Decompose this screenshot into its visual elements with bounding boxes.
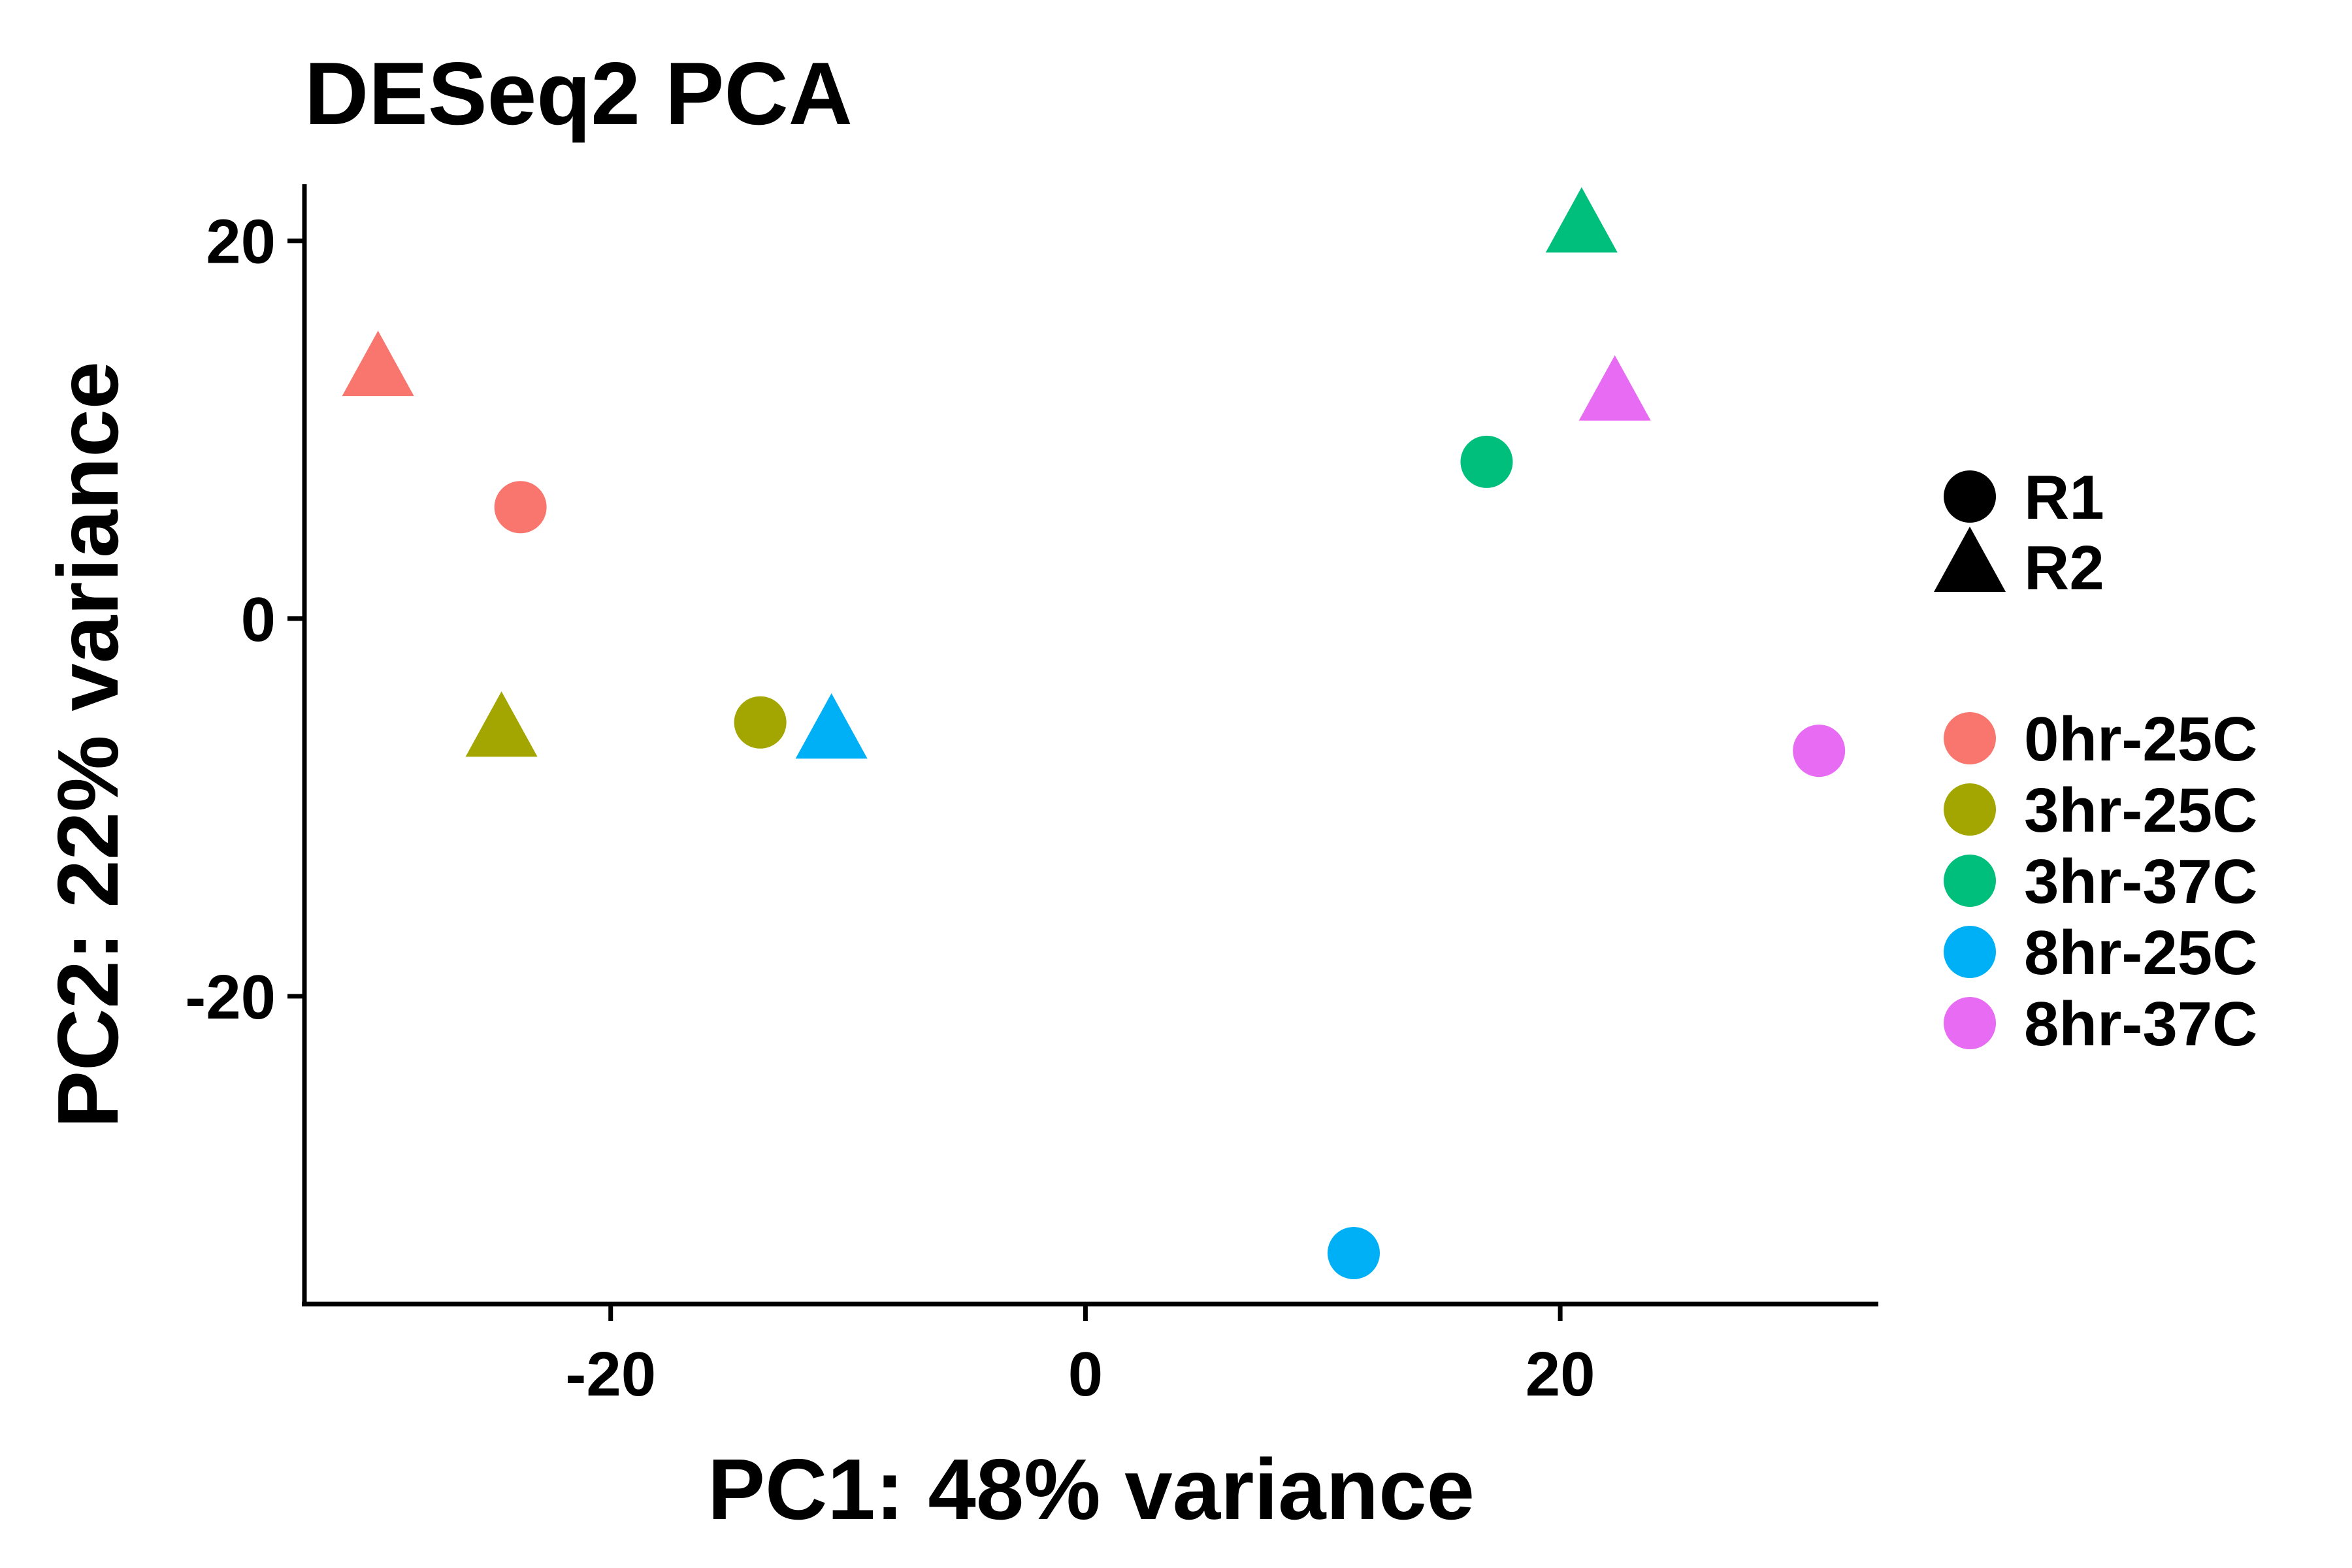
x-axis-title: PC1: 48% variance [708, 1441, 1475, 1537]
data-point-3hr-37C-R2 [1545, 187, 1618, 253]
color-legend-label: 8hr-37C [2024, 989, 2257, 1059]
shape-legend-key-R1 [1944, 470, 1996, 523]
data-point-8hr-37C-R1 [1793, 725, 1846, 777]
data-point-0hr-25C-R1 [494, 481, 547, 534]
data-point-8hr-25C-R2 [795, 693, 868, 759]
color-legend-key-3hr-25C [1944, 783, 1996, 836]
y-axis-title: PC2: 22% variance [40, 361, 136, 1128]
color-legend-key-8hr-25C [1944, 926, 1996, 978]
data-point-8hr-37C-R2 [1578, 355, 1651, 421]
color-legend-label: 3hr-25C [2024, 776, 2257, 845]
x-tick-label: 0 [1068, 1339, 1103, 1409]
shape-legend-label: R1 [2024, 463, 2104, 532]
data-point-3hr-37C-R1 [1460, 435, 1513, 488]
x-tick-label: -20 [565, 1339, 656, 1409]
data-points [342, 187, 1846, 1279]
color-legend-key-3hr-37C [1944, 855, 1996, 907]
chart-title: DESeq2 PCA [304, 44, 853, 143]
x-axis-ticks: -20 0 20 [565, 1304, 1595, 1409]
y-axis-ticks: 20 0 -20 [185, 207, 304, 1032]
y-tick-label: -20 [185, 962, 276, 1032]
data-point-8hr-25C-R1 [1328, 1226, 1380, 1279]
shape-legend-key-R2 [1934, 527, 2006, 592]
color-legend-key-0hr-25C [1944, 712, 1996, 764]
data-point-0hr-25C-R2 [342, 331, 414, 397]
color-legend-key-8hr-37C [1944, 997, 1996, 1049]
color-legend-label: 3hr-37C [2024, 847, 2257, 917]
color-legend-label: 8hr-25C [2024, 918, 2257, 988]
y-tick-label: 20 [206, 207, 276, 277]
color-legend-label: 0hr-25C [2024, 704, 2257, 774]
shape-legend-label: R2 [2024, 533, 2104, 603]
x-tick-label: 20 [1526, 1339, 1595, 1409]
y-tick-label: 0 [241, 585, 276, 655]
data-point-3hr-25C-R2 [465, 691, 538, 757]
data-point-3hr-25C-R1 [734, 696, 787, 749]
